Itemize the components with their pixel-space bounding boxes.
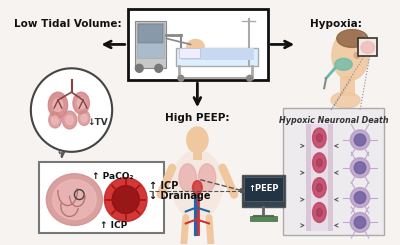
- Text: ↓ Drainage: ↓ Drainage: [149, 191, 210, 201]
- Circle shape: [104, 178, 147, 221]
- Text: Hypoxic Neuronal Death: Hypoxic Neuronal Death: [278, 116, 388, 125]
- Text: ↑PEEP: ↑PEEP: [248, 184, 278, 193]
- Ellipse shape: [192, 181, 202, 195]
- Ellipse shape: [49, 112, 61, 128]
- FancyBboxPatch shape: [311, 124, 328, 231]
- FancyBboxPatch shape: [306, 124, 333, 231]
- FancyBboxPatch shape: [192, 152, 202, 160]
- Ellipse shape: [316, 208, 322, 217]
- Ellipse shape: [77, 98, 85, 109]
- FancyBboxPatch shape: [250, 217, 277, 221]
- Circle shape: [112, 186, 139, 213]
- Ellipse shape: [316, 159, 322, 167]
- FancyBboxPatch shape: [137, 23, 164, 58]
- Ellipse shape: [53, 99, 63, 111]
- Circle shape: [31, 68, 112, 152]
- Ellipse shape: [337, 30, 368, 48]
- Circle shape: [136, 64, 143, 72]
- Ellipse shape: [312, 203, 326, 222]
- Ellipse shape: [48, 92, 68, 118]
- Ellipse shape: [187, 39, 204, 53]
- Text: ↓TV: ↓TV: [87, 118, 108, 126]
- Ellipse shape: [66, 116, 73, 124]
- Circle shape: [354, 162, 366, 174]
- FancyBboxPatch shape: [128, 9, 268, 80]
- FancyBboxPatch shape: [282, 108, 384, 235]
- Ellipse shape: [62, 111, 77, 129]
- Circle shape: [178, 75, 184, 81]
- Circle shape: [350, 212, 370, 232]
- FancyBboxPatch shape: [181, 49, 254, 60]
- Text: ↑ PaCO₂: ↑ PaCO₂: [92, 172, 134, 181]
- FancyBboxPatch shape: [176, 49, 258, 66]
- Ellipse shape: [53, 180, 96, 220]
- Ellipse shape: [312, 178, 326, 197]
- Ellipse shape: [187, 127, 208, 153]
- Circle shape: [350, 158, 370, 178]
- FancyBboxPatch shape: [242, 175, 286, 207]
- FancyBboxPatch shape: [244, 177, 282, 201]
- FancyBboxPatch shape: [136, 21, 166, 68]
- Ellipse shape: [312, 153, 326, 173]
- Text: ↑ ICP: ↑ ICP: [100, 221, 127, 231]
- Circle shape: [354, 52, 360, 58]
- Circle shape: [354, 192, 366, 204]
- Circle shape: [350, 130, 370, 150]
- Circle shape: [240, 189, 244, 193]
- Ellipse shape: [81, 114, 87, 122]
- Ellipse shape: [312, 128, 326, 148]
- Ellipse shape: [172, 150, 222, 220]
- Text: Low Tidal Volume:: Low Tidal Volume:: [14, 19, 122, 29]
- Ellipse shape: [179, 164, 196, 192]
- Ellipse shape: [331, 92, 360, 108]
- Ellipse shape: [316, 184, 322, 192]
- Ellipse shape: [78, 110, 90, 125]
- Ellipse shape: [335, 58, 352, 70]
- Ellipse shape: [361, 41, 374, 53]
- Text: High PEEP:: High PEEP:: [165, 113, 230, 123]
- Ellipse shape: [46, 174, 102, 225]
- FancyBboxPatch shape: [340, 76, 355, 96]
- Ellipse shape: [52, 116, 58, 124]
- Ellipse shape: [198, 164, 216, 192]
- Text: ↑ ICP: ↑ ICP: [149, 181, 178, 191]
- FancyBboxPatch shape: [179, 49, 200, 58]
- Ellipse shape: [73, 92, 90, 114]
- Circle shape: [155, 64, 162, 72]
- FancyBboxPatch shape: [358, 38, 378, 56]
- Circle shape: [354, 217, 366, 228]
- FancyBboxPatch shape: [138, 24, 164, 43]
- Circle shape: [354, 134, 366, 146]
- Circle shape: [247, 75, 252, 81]
- Circle shape: [350, 188, 370, 208]
- Ellipse shape: [316, 134, 322, 142]
- Ellipse shape: [332, 31, 369, 80]
- Text: Hypoxia:: Hypoxia:: [310, 19, 362, 29]
- FancyBboxPatch shape: [38, 162, 164, 233]
